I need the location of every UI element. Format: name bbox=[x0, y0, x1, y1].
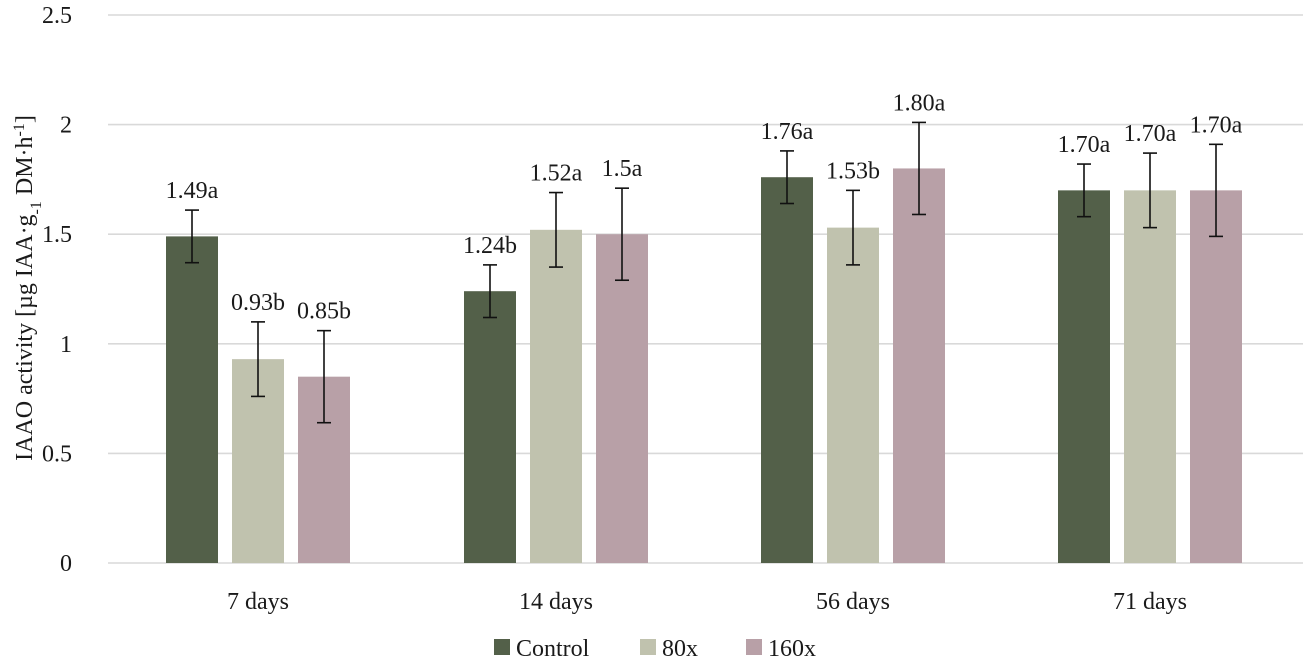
legend-item-80x: 80x bbox=[640, 636, 698, 662]
error-bar bbox=[549, 191, 563, 268]
error-bar bbox=[251, 321, 265, 398]
bar-80x-4 bbox=[1124, 190, 1176, 564]
y-axis-title-prefix: IAAO activity [µg IAA·g bbox=[12, 214, 38, 460]
data-label: 1.53b bbox=[826, 158, 880, 184]
y-tick-label: 0 bbox=[60, 551, 72, 577]
y-axis-title-middle: DM·h bbox=[12, 136, 38, 201]
error-bar bbox=[185, 209, 199, 264]
error-bars bbox=[185, 121, 1223, 424]
data-label: 1.70a bbox=[1058, 132, 1111, 158]
legend-swatch bbox=[494, 639, 510, 655]
y-tick-label: 1.5 bbox=[42, 222, 72, 248]
error-bar bbox=[780, 150, 794, 205]
data-label: 1.70a bbox=[1190, 112, 1243, 138]
error-bar bbox=[615, 187, 629, 282]
data-label: 1.70a bbox=[1124, 121, 1177, 147]
y-tick-label: 0.5 bbox=[42, 441, 72, 467]
data-labels: 1.49a 0.93b 0.85b 1.24b 1.52a 1.5a 1.76a 1.53b 1… bbox=[166, 90, 1243, 324]
bar-control-3 bbox=[761, 177, 813, 563]
y-tick-label: 2 bbox=[60, 113, 72, 139]
x-category-label: 7 days bbox=[227, 589, 289, 615]
bar-control-4 bbox=[1058, 190, 1110, 564]
data-label: 1.5a bbox=[602, 156, 643, 182]
bar-160x-2 bbox=[596, 234, 648, 563]
gridlines bbox=[108, 14, 1303, 564]
bars bbox=[166, 168, 1242, 564]
legend: Control 80x 160x bbox=[494, 636, 816, 662]
x-category-label: 71 days bbox=[1113, 589, 1187, 615]
y-axis-title: IAAO activity [µg IAA·g-1 DM·h-1] bbox=[11, 115, 45, 461]
error-bar bbox=[1209, 143, 1223, 238]
legend-label: 80x bbox=[662, 636, 698, 662]
data-label: 1.24b bbox=[463, 233, 517, 259]
bar-control-2 bbox=[464, 291, 516, 563]
error-bar bbox=[1077, 163, 1091, 218]
legend-label: Control bbox=[516, 636, 590, 662]
legend-item-control: Control bbox=[494, 636, 590, 662]
legend-swatch bbox=[746, 639, 762, 655]
data-label: 1.52a bbox=[530, 161, 583, 187]
x-axis-category-labels: 7 days 14 days 56 days 71 days bbox=[227, 589, 1187, 615]
data-label: 1.80a bbox=[893, 90, 946, 116]
legend-item-160x: 160x bbox=[746, 636, 816, 662]
legend-label: 160x bbox=[768, 636, 816, 662]
legend-swatch bbox=[640, 639, 656, 655]
error-bar bbox=[912, 121, 926, 216]
y-axis-tick-labels: 0 0.5 1 1.5 2 2.5 bbox=[42, 3, 72, 577]
x-category-label: 56 days bbox=[816, 589, 890, 615]
data-label: 1.76a bbox=[761, 119, 814, 145]
y-axis-title-superscript: -1 bbox=[11, 123, 28, 136]
data-label: 1.49a bbox=[166, 178, 219, 204]
data-label: 0.93b bbox=[231, 290, 285, 316]
bar-control-1 bbox=[166, 236, 218, 563]
error-bar bbox=[846, 189, 860, 266]
bar-160x-3 bbox=[893, 168, 945, 563]
error-bar bbox=[317, 329, 331, 424]
data-label: 0.85b bbox=[297, 299, 351, 325]
y-tick-label: 2.5 bbox=[42, 3, 72, 29]
x-category-label: 14 days bbox=[519, 589, 593, 615]
y-axis-title-subscript: -1 bbox=[28, 201, 45, 214]
error-bar bbox=[1143, 152, 1157, 229]
bar-160x-4 bbox=[1190, 190, 1242, 564]
y-tick-label: 1 bbox=[60, 332, 72, 358]
bar-80x-3 bbox=[827, 227, 879, 563]
y-axis-title-suffix: ] bbox=[12, 115, 38, 123]
error-bar bbox=[483, 264, 497, 319]
bar-80x-2 bbox=[530, 229, 582, 564]
